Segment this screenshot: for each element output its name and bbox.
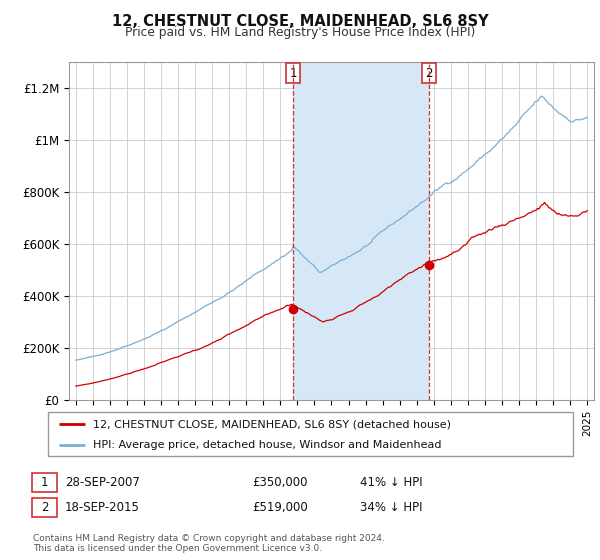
Text: 34% ↓ HPI: 34% ↓ HPI <box>360 501 422 515</box>
Text: £519,000: £519,000 <box>252 501 308 515</box>
Text: £350,000: £350,000 <box>252 476 308 489</box>
Bar <box>293 62 429 400</box>
Text: 28-SEP-2007: 28-SEP-2007 <box>65 476 140 489</box>
Text: 18-SEP-2015: 18-SEP-2015 <box>65 501 140 515</box>
Text: 1: 1 <box>289 67 297 80</box>
Text: 2: 2 <box>425 67 433 80</box>
Text: 12, CHESTNUT CLOSE, MAIDENHEAD, SL6 8SY (detached house): 12, CHESTNUT CLOSE, MAIDENHEAD, SL6 8SY … <box>92 419 451 429</box>
Text: Contains HM Land Registry data © Crown copyright and database right 2024.
This d: Contains HM Land Registry data © Crown c… <box>33 534 385 553</box>
Text: 2: 2 <box>41 501 48 515</box>
Text: 41% ↓ HPI: 41% ↓ HPI <box>360 476 422 489</box>
Text: HPI: Average price, detached house, Windsor and Maidenhead: HPI: Average price, detached house, Wind… <box>92 440 441 450</box>
Text: 12, CHESTNUT CLOSE, MAIDENHEAD, SL6 8SY: 12, CHESTNUT CLOSE, MAIDENHEAD, SL6 8SY <box>112 14 488 29</box>
Text: 1: 1 <box>41 476 48 489</box>
Text: Price paid vs. HM Land Registry's House Price Index (HPI): Price paid vs. HM Land Registry's House … <box>125 26 475 39</box>
